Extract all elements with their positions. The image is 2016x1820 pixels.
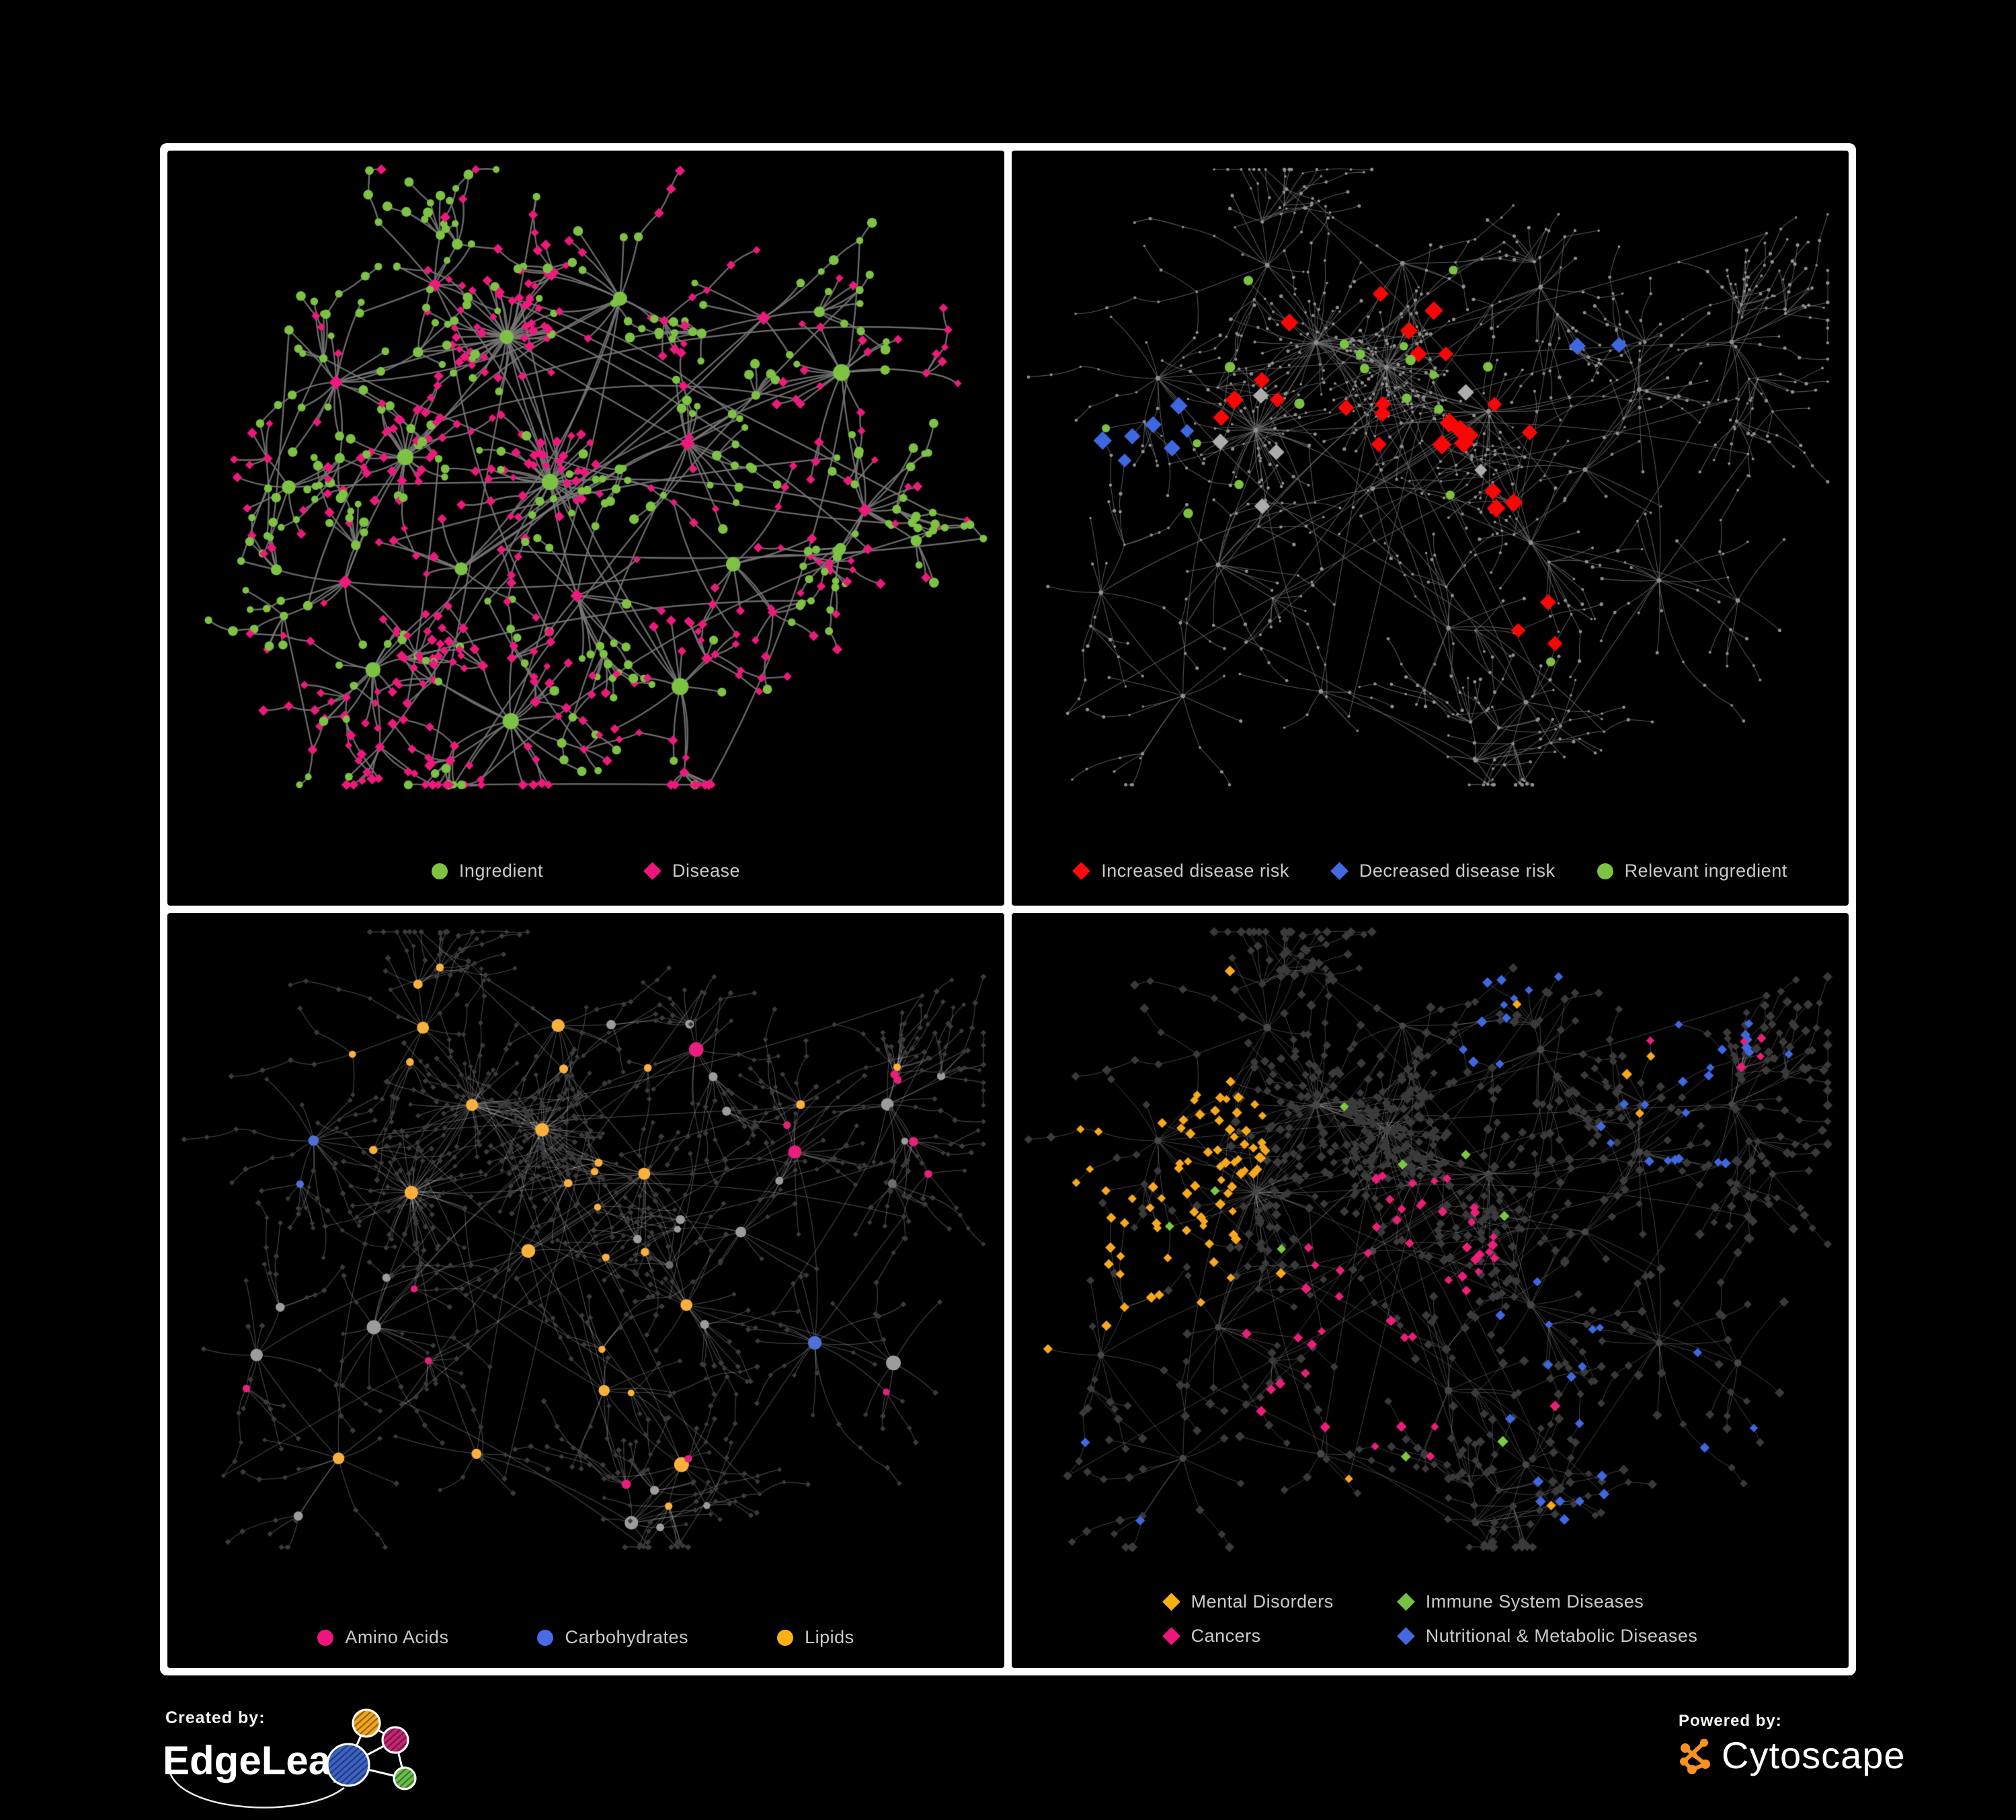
nutritional-metabolic-diamond-icon bbox=[1396, 1627, 1415, 1645]
legend-label: Increased disease risk bbox=[1101, 861, 1289, 881]
cancers-diamond-icon bbox=[1162, 1627, 1180, 1645]
mental-disorders-diamond-icon bbox=[1162, 1593, 1180, 1611]
legend-item: Lipids bbox=[777, 1627, 854, 1648]
panel-nutrient-classes: Amino Acids Carbohydrates Lipids bbox=[167, 913, 1004, 1668]
legend-ingredient-disease: Ingredient Disease bbox=[167, 861, 1004, 881]
cytoscape-branding: Powered by: Cytoscape bbox=[1679, 1712, 1906, 1777]
ingredient-circle-icon bbox=[431, 863, 448, 879]
legend-label: Relevant ingredient bbox=[1624, 861, 1787, 881]
edgeleap-swoosh bbox=[168, 1770, 345, 1809]
figure-frame: Ingredient Disease Increased disease ris… bbox=[160, 143, 1856, 1675]
lipids-circle-icon bbox=[777, 1629, 794, 1646]
panel-disease-risk: Increased disease risk Decreased disease… bbox=[1012, 151, 1849, 906]
legend-label: Lipids bbox=[805, 1627, 854, 1647]
network-canvas-nutrient-classes bbox=[167, 913, 1004, 1668]
legend-item: Mental Disorders bbox=[1162, 1591, 1334, 1612]
legend-item: Nutritional & Metabolic Diseases bbox=[1396, 1626, 1698, 1647]
legend-item: Relevant ingredient bbox=[1597, 861, 1787, 881]
increased-risk-diamond-icon bbox=[1072, 862, 1091, 880]
network-canvas-ingredient-disease bbox=[167, 151, 1004, 906]
edgeleap-network-icon bbox=[326, 1708, 417, 1790]
legend-disease-categories: Mental Disorders Immune System Diseases … bbox=[1012, 1591, 1849, 1647]
edgeleap-node-orange bbox=[352, 1708, 381, 1738]
edgeleap-wordmark: EdgeLeap bbox=[163, 1738, 356, 1783]
network-canvas-disease-risk bbox=[1012, 151, 1849, 906]
legend-label: Nutritional & Metabolic Diseases bbox=[1425, 1626, 1698, 1646]
edgeleap-node-pink bbox=[381, 1726, 409, 1754]
created-by-label: Created by: bbox=[165, 1708, 266, 1727]
amino-acids-circle-icon bbox=[317, 1629, 334, 1646]
legend-item: Cancers bbox=[1162, 1626, 1334, 1647]
edgeleap-branding: Created by: EdgeLeap bbox=[161, 1703, 430, 1814]
legend-label: Disease bbox=[672, 861, 741, 881]
relevant-ingredient-circle-icon bbox=[1597, 863, 1613, 879]
cytoscape-wordmark: Cytoscape bbox=[1722, 1734, 1906, 1776]
network-canvas-disease-categories bbox=[1012, 913, 1849, 1668]
legend-item: Increased disease risk bbox=[1072, 861, 1289, 881]
legend-label: Mental Disorders bbox=[1191, 1591, 1334, 1612]
legend-label: Cancers bbox=[1191, 1626, 1261, 1646]
legend-label: Immune System Diseases bbox=[1425, 1591, 1644, 1612]
legend-item: Decreased disease risk bbox=[1330, 861, 1556, 881]
edgeleap-node-blue bbox=[326, 1743, 370, 1787]
powered-by-label: Powered by: bbox=[1679, 1712, 1782, 1730]
panel-disease-categories: Mental Disorders Immune System Diseases … bbox=[1012, 913, 1849, 1668]
legend-nutrient-classes: Amino Acids Carbohydrates Lipids bbox=[167, 1627, 1004, 1648]
legend-disease-risk: Increased disease risk Decreased disease… bbox=[1012, 861, 1849, 881]
legend-label: Carbohydrates bbox=[565, 1627, 689, 1647]
legend-item: Disease bbox=[643, 861, 741, 881]
disease-diamond-icon bbox=[643, 862, 661, 880]
legend-label: Amino Acids bbox=[345, 1627, 449, 1647]
edgeleap-node-green bbox=[393, 1766, 417, 1790]
decreased-risk-diamond-icon bbox=[1330, 862, 1348, 880]
panel-ingredient-disease: Ingredient Disease bbox=[167, 151, 1004, 906]
legend-label: Decreased disease risk bbox=[1359, 861, 1556, 881]
cytoscape-icon bbox=[1680, 1738, 1710, 1774]
legend-item: Ingredient bbox=[431, 861, 544, 881]
edgeleap-logo: Created by: EdgeLeap bbox=[163, 1708, 417, 1809]
legend-item: Carbohydrates bbox=[537, 1627, 688, 1648]
immune-diseases-diamond-icon bbox=[1396, 1593, 1415, 1611]
legend-label: Ingredient bbox=[458, 861, 544, 881]
carbohydrates-circle-icon bbox=[537, 1629, 554, 1646]
legend-item: Amino Acids bbox=[317, 1627, 448, 1648]
legend-item: Immune System Diseases bbox=[1396, 1591, 1698, 1612]
